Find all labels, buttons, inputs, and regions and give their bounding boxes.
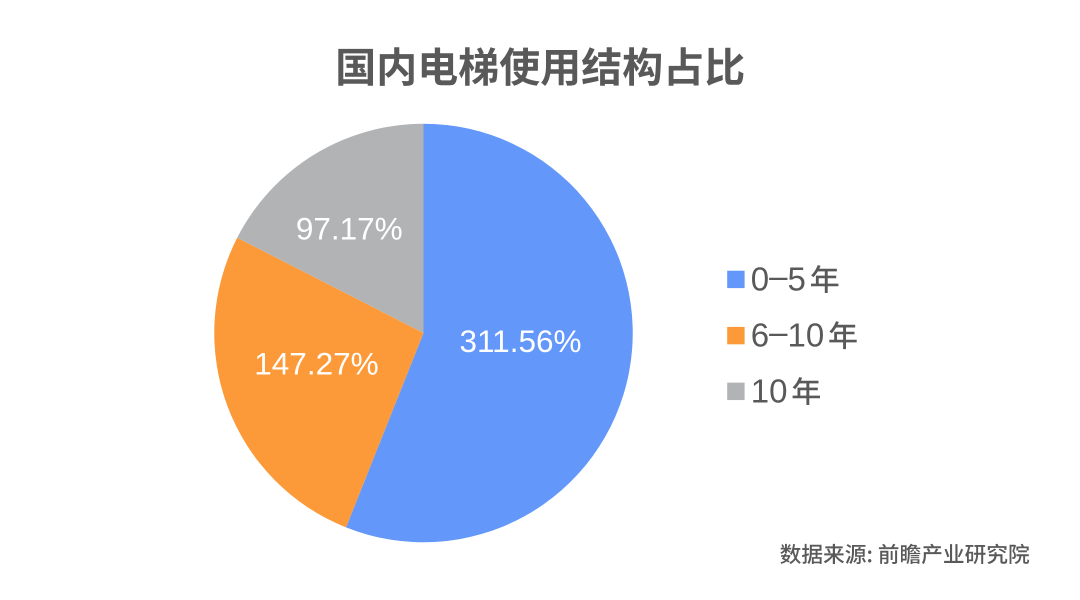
svg-text:147.27%: 147.27% <box>254 345 378 381</box>
svg-text:0–5: 0–5 <box>751 257 806 297</box>
svg-text:10: 10 <box>751 373 788 410</box>
svg-text:6–10: 6–10 <box>751 313 824 353</box>
svg-text:97.17%: 97.17% <box>296 211 403 247</box>
svg-text:311.56%: 311.56% <box>459 323 581 359</box>
